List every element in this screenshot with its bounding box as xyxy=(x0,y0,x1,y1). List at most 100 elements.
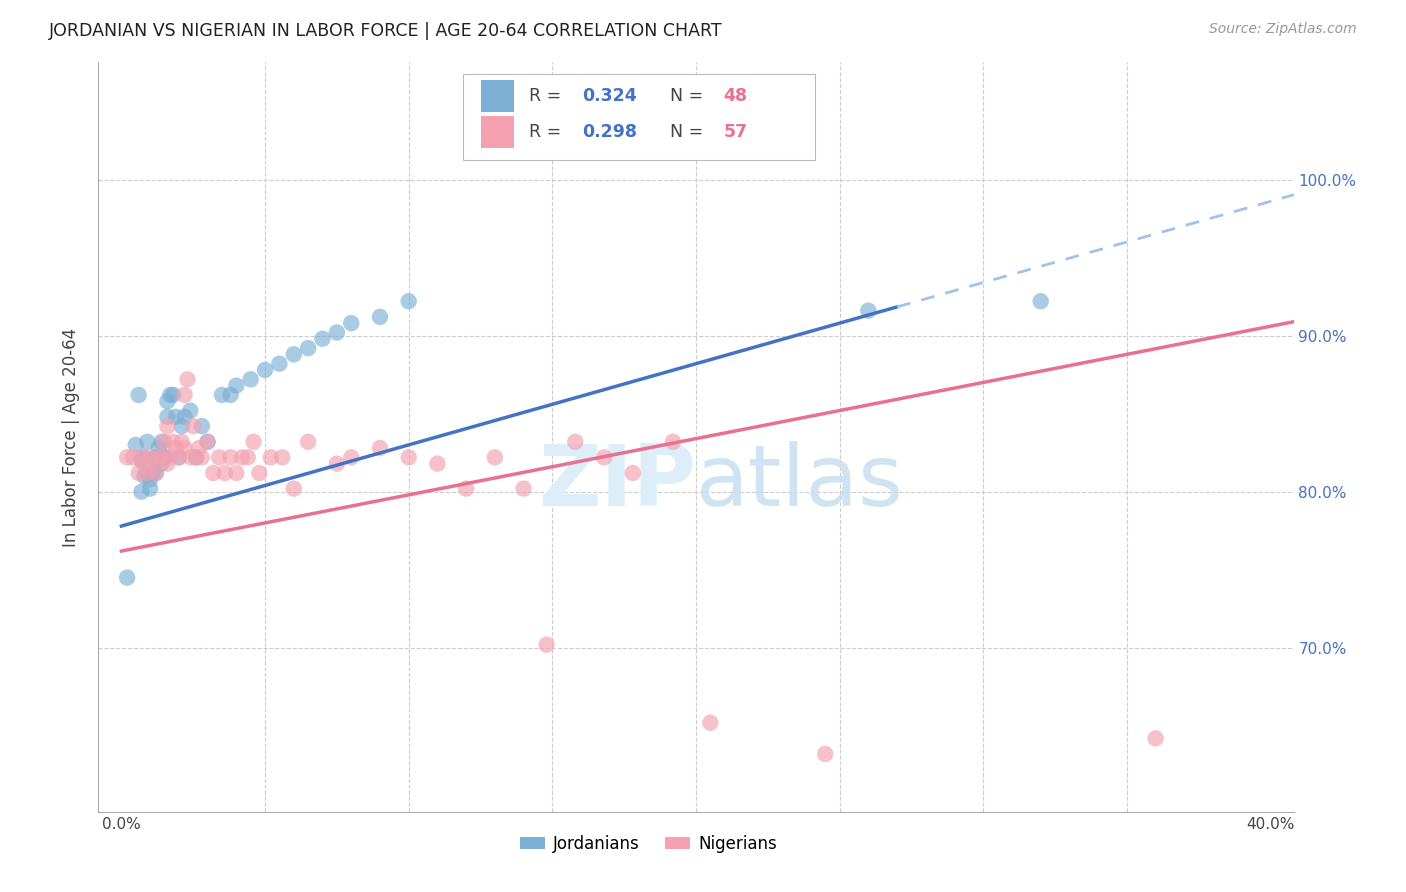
Point xyxy=(148,450,170,465)
Point xyxy=(191,450,214,465)
Point xyxy=(165,409,187,424)
Point xyxy=(814,747,837,761)
Text: JORDANIAN VS NIGERIAN IN LABOR FORCE | AGE 20-64 CORRELATION CHART: JORDANIAN VS NIGERIAN IN LABOR FORCE | A… xyxy=(49,22,723,40)
Point xyxy=(170,419,193,434)
Point xyxy=(1144,731,1167,746)
Point xyxy=(484,450,506,465)
Point xyxy=(593,450,616,465)
Point xyxy=(167,450,190,465)
Point xyxy=(456,482,478,496)
Point xyxy=(142,466,165,480)
Point xyxy=(167,450,190,465)
Point xyxy=(153,450,176,465)
Point xyxy=(340,450,363,465)
Text: N =: N = xyxy=(669,87,709,105)
Point xyxy=(219,388,242,402)
Point xyxy=(159,388,181,402)
Point xyxy=(165,441,187,455)
Point xyxy=(283,347,305,361)
Point xyxy=(326,457,349,471)
Point xyxy=(179,403,201,417)
Point xyxy=(162,434,184,449)
Point xyxy=(131,453,153,467)
Text: atlas: atlas xyxy=(696,441,904,524)
Point xyxy=(426,457,449,471)
Point xyxy=(134,450,156,465)
Point xyxy=(156,409,179,424)
Point xyxy=(139,482,162,496)
Point xyxy=(142,457,165,471)
Point xyxy=(621,466,644,480)
Point xyxy=(184,450,207,465)
Point xyxy=(148,441,170,455)
Point xyxy=(131,450,153,465)
Point xyxy=(145,466,167,480)
Point xyxy=(254,363,277,377)
Text: 48: 48 xyxy=(724,87,748,105)
Point xyxy=(1029,294,1052,309)
Y-axis label: In Labor Force | Age 20-64: In Labor Force | Age 20-64 xyxy=(62,327,80,547)
Point xyxy=(368,441,391,455)
Point xyxy=(188,441,211,455)
Point xyxy=(136,434,159,449)
Point xyxy=(170,434,193,449)
Point xyxy=(297,341,319,355)
FancyBboxPatch shape xyxy=(463,74,815,160)
Point xyxy=(115,450,138,465)
Point xyxy=(219,450,242,465)
Point xyxy=(197,434,219,449)
Point xyxy=(269,357,291,371)
Point xyxy=(153,450,176,465)
Point xyxy=(173,441,195,455)
Text: 57: 57 xyxy=(724,123,748,141)
Point xyxy=(239,372,262,386)
Point xyxy=(512,482,534,496)
Point xyxy=(156,394,179,409)
Point xyxy=(176,372,198,386)
Point xyxy=(156,457,179,471)
Point xyxy=(159,450,181,465)
Text: R =: R = xyxy=(529,87,567,105)
Point xyxy=(128,466,150,480)
Point xyxy=(191,419,214,434)
Point xyxy=(211,388,233,402)
Text: Source: ZipAtlas.com: Source: ZipAtlas.com xyxy=(1209,22,1357,37)
Point xyxy=(536,638,558,652)
Point xyxy=(326,326,349,340)
Point xyxy=(271,450,294,465)
Legend: Jordanians, Nigerians: Jordanians, Nigerians xyxy=(513,829,783,860)
Point xyxy=(699,715,721,730)
Point xyxy=(398,294,420,309)
Point xyxy=(214,466,236,480)
Point xyxy=(202,466,225,480)
Point xyxy=(197,434,219,449)
Point xyxy=(136,466,159,480)
Point xyxy=(283,482,305,496)
Point xyxy=(181,419,204,434)
Point xyxy=(858,303,880,318)
Point xyxy=(564,434,586,449)
Point xyxy=(131,484,153,499)
Bar xyxy=(481,116,515,148)
Point xyxy=(145,450,167,465)
Text: 0.324: 0.324 xyxy=(582,87,637,105)
Point xyxy=(139,450,162,465)
Point xyxy=(162,388,184,402)
Point xyxy=(179,450,201,465)
Text: R =: R = xyxy=(529,123,567,141)
Text: 0.298: 0.298 xyxy=(582,123,637,141)
Point xyxy=(236,450,259,465)
Point xyxy=(128,388,150,402)
Point xyxy=(662,434,685,449)
Point xyxy=(122,450,145,465)
Point xyxy=(150,450,173,465)
Point xyxy=(368,310,391,324)
Point xyxy=(173,409,195,424)
Point xyxy=(150,434,173,449)
Point xyxy=(148,450,170,465)
Point xyxy=(134,469,156,483)
Point xyxy=(136,466,159,480)
Point xyxy=(153,434,176,449)
Point xyxy=(173,388,195,402)
Point xyxy=(311,332,333,346)
